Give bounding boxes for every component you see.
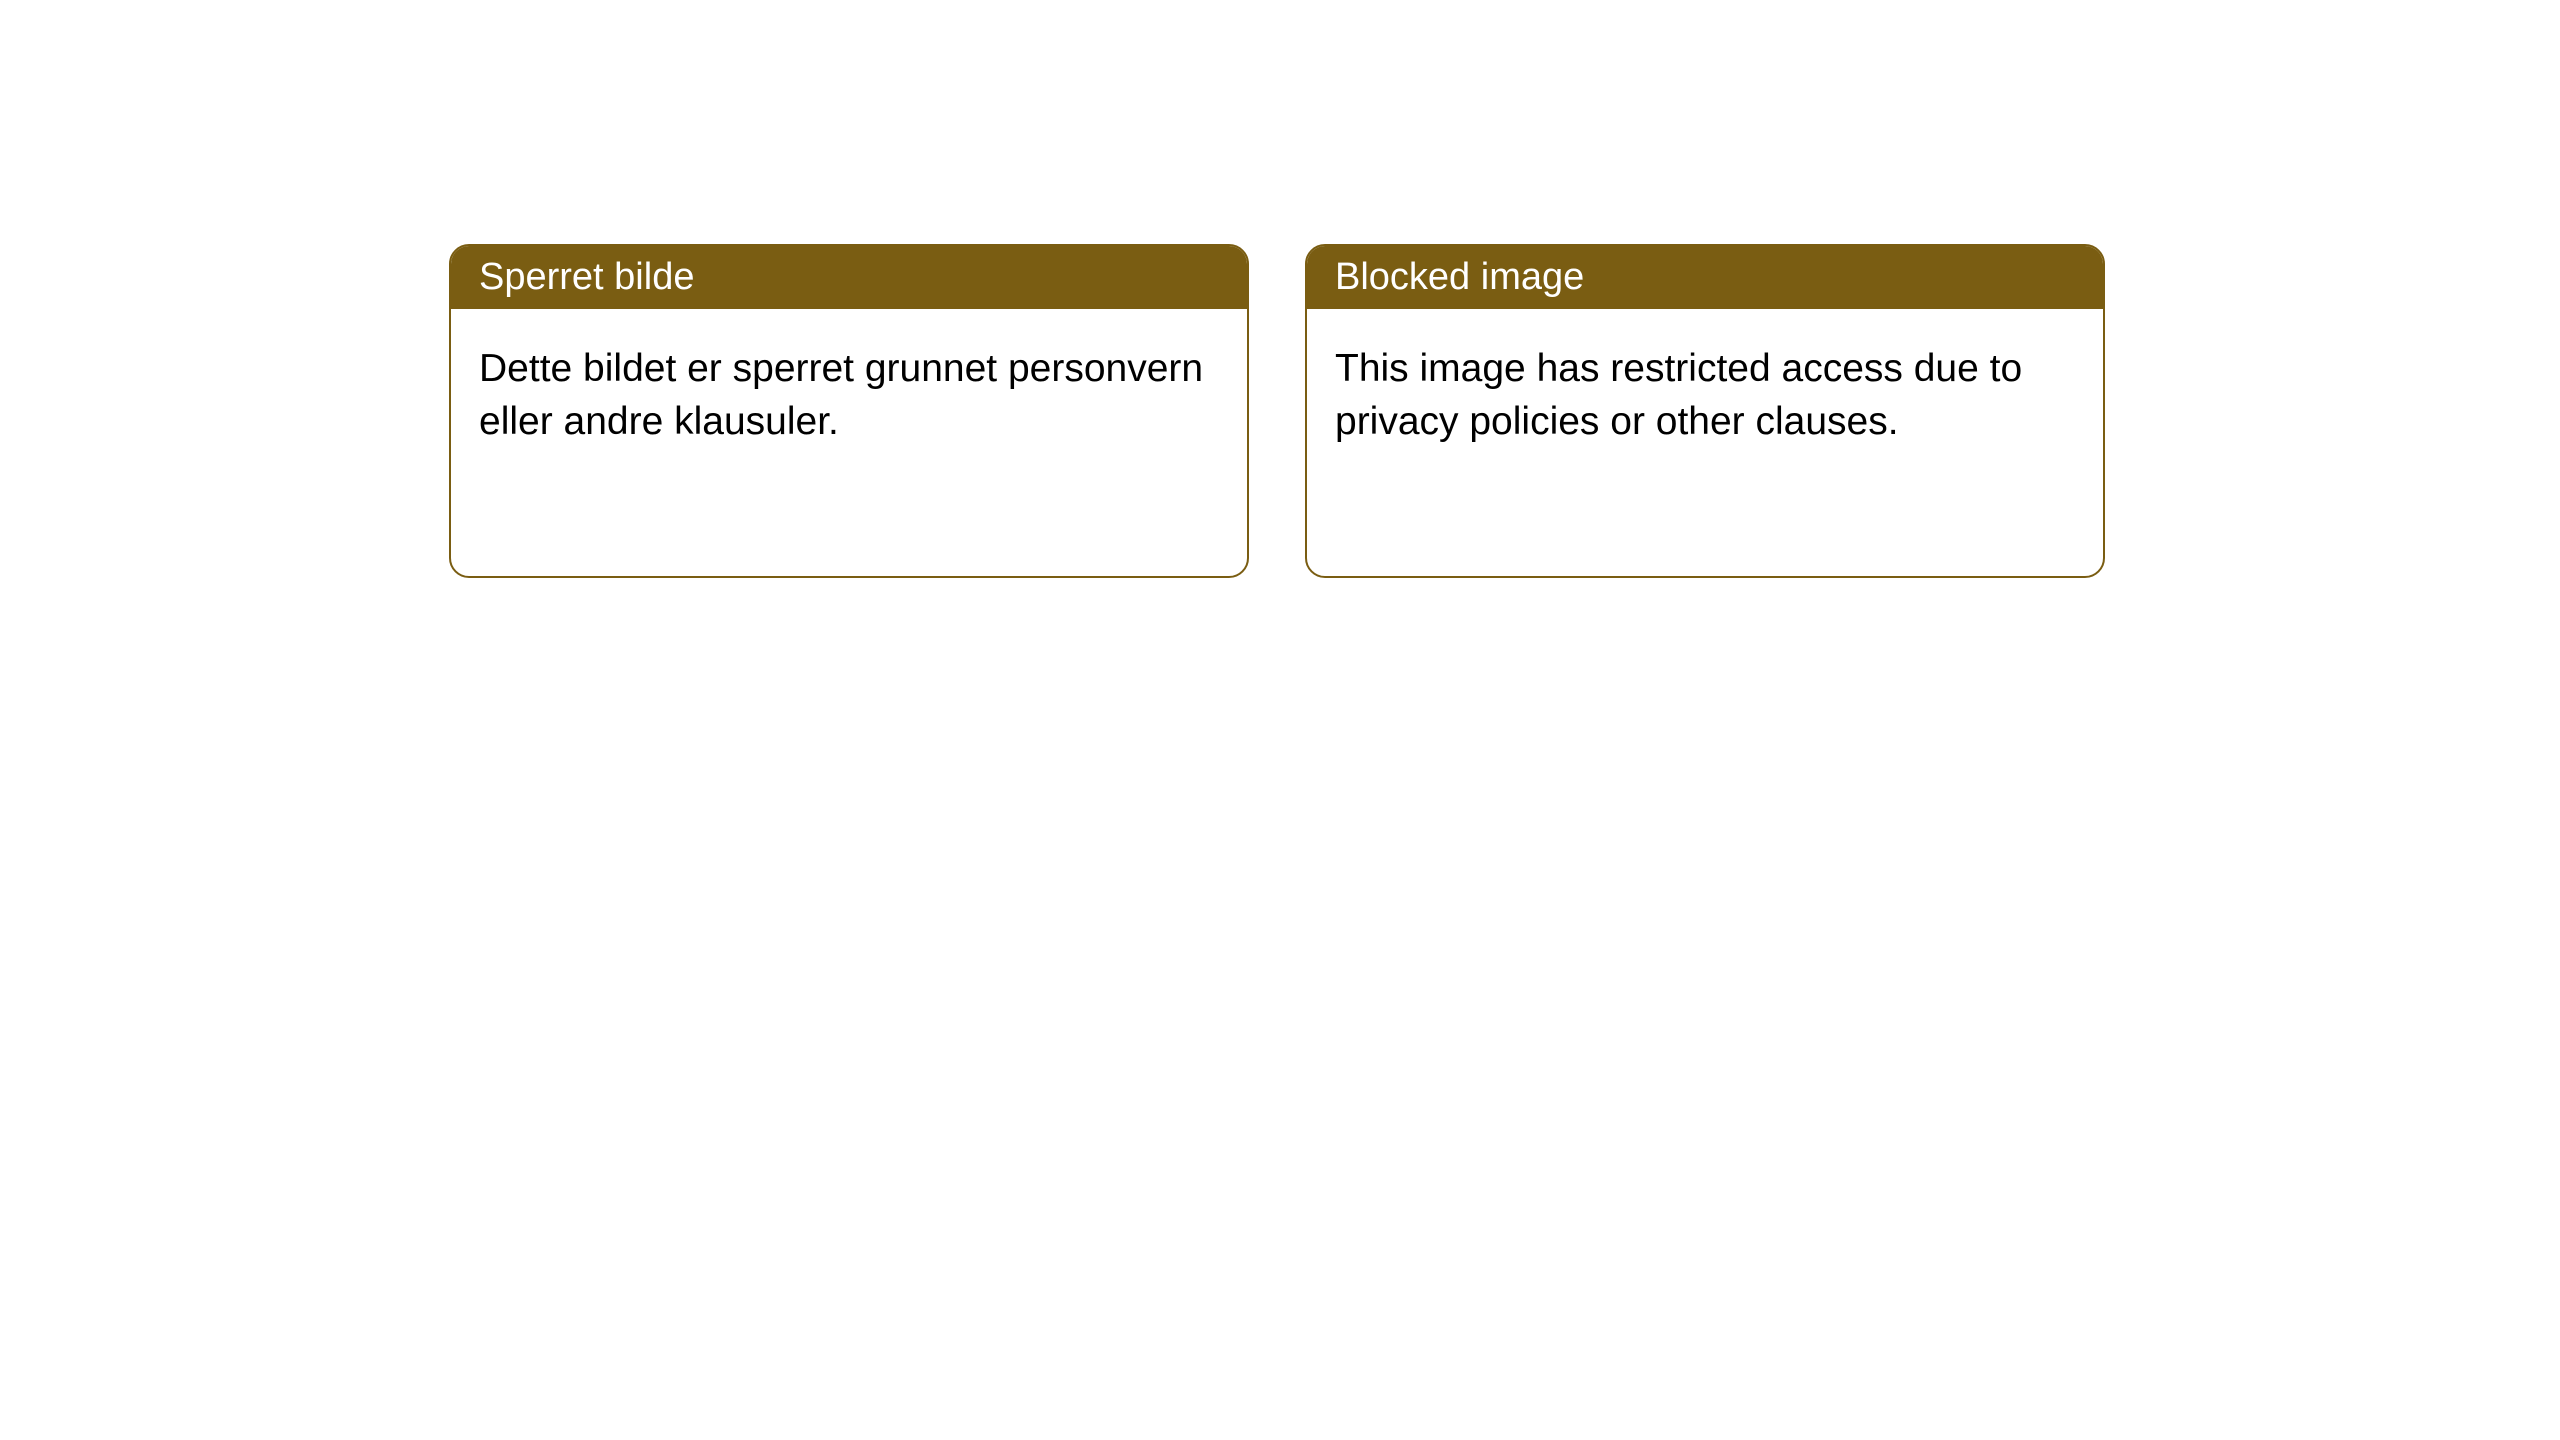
card-body: Dette bildet er sperret grunnet personve…	[451, 309, 1247, 482]
notice-card-norwegian: Sperret bilde Dette bildet er sperret gr…	[449, 244, 1249, 578]
card-body: This image has restricted access due to …	[1307, 309, 2103, 482]
card-title: Blocked image	[1335, 256, 1584, 298]
card-body-text: This image has restricted access due to …	[1335, 347, 2022, 443]
card-title: Sperret bilde	[479, 256, 694, 298]
card-header: Sperret bilde	[451, 246, 1247, 309]
notice-cards-container: Sperret bilde Dette bildet er sperret gr…	[449, 244, 2105, 578]
card-body-text: Dette bildet er sperret grunnet personve…	[479, 347, 1203, 443]
card-header: Blocked image	[1307, 246, 2103, 309]
notice-card-english: Blocked image This image has restricted …	[1305, 244, 2105, 578]
